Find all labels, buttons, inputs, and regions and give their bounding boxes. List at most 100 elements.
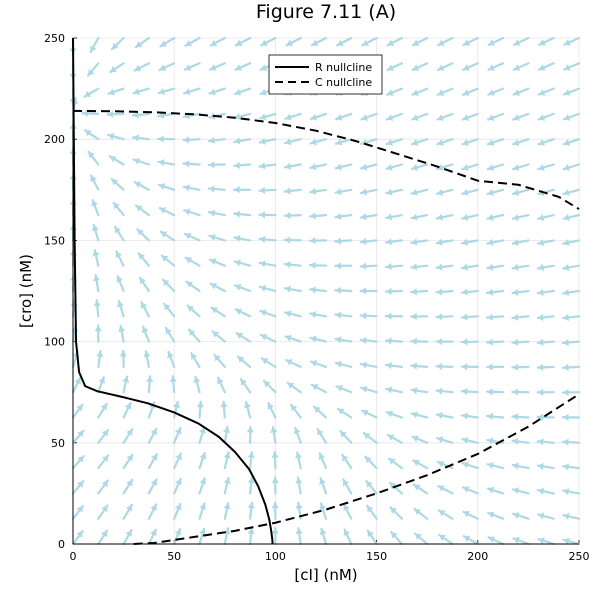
field-arrow-head — [513, 114, 520, 121]
field-arrow-head — [167, 351, 174, 359]
field-arrow-head — [537, 438, 544, 446]
field-arrow-head — [563, 338, 569, 347]
field-arrow-head — [199, 427, 206, 434]
field-arrow-head — [336, 385, 343, 392]
field-arrow-head — [512, 213, 519, 221]
field-arrow-head — [217, 377, 224, 385]
field-arrow-head — [101, 455, 109, 463]
field-arrow-head — [437, 139, 444, 146]
field-arrow-head — [246, 426, 254, 433]
field-arrow-head — [160, 231, 168, 238]
field-arrow-head — [436, 213, 443, 221]
field-arrow-head — [223, 503, 231, 510]
field-arrow-head — [188, 329, 196, 337]
field-arrow-head — [234, 113, 241, 121]
field-arrow-head — [563, 189, 570, 196]
field-arrow-head — [487, 238, 494, 246]
field-arrow-head — [209, 88, 216, 96]
field-arrow-head — [513, 139, 520, 146]
field-arrow-head — [411, 188, 418, 196]
field-arrow-head — [237, 356, 245, 363]
field-arrow-head — [125, 530, 132, 537]
field-arrow-head — [183, 184, 190, 192]
nullcline-curves — [72, 37, 580, 545]
field-arrow-head — [411, 387, 418, 395]
field-arrow-head — [538, 238, 545, 247]
x-tick-label: 200 — [467, 550, 488, 563]
field-arrow-head — [76, 404, 83, 412]
field-arrow-head — [462, 461, 469, 469]
field-arrow-head — [387, 434, 395, 441]
field-arrow-head — [363, 433, 371, 440]
field-arrow-head — [563, 313, 569, 322]
field-arrow-head — [124, 403, 132, 410]
field-arrow-head — [150, 479, 158, 486]
field-arrow-head — [335, 163, 342, 171]
field-arrow-head — [488, 536, 496, 543]
field-arrow-head — [107, 110, 114, 118]
field-arrow-head — [235, 64, 242, 71]
field-arrow-head — [564, 39, 571, 46]
field-arrow-head — [387, 39, 395, 46]
field-arrow-head — [150, 504, 157, 511]
field-arrow-head — [140, 302, 148, 309]
field-arrow-head — [96, 351, 104, 358]
field-arrow-head — [234, 137, 241, 145]
field-arrow-head — [126, 454, 133, 462]
field-arrow-head — [538, 487, 545, 495]
field-arrow-head — [211, 307, 218, 314]
field-arrow-head — [488, 64, 495, 71]
field-arrow-head — [463, 39, 470, 46]
field-arrow-head — [126, 479, 133, 487]
field-arrow-head — [116, 276, 123, 283]
field-arrow-head — [82, 109, 88, 118]
field-arrow-head — [175, 453, 182, 461]
field-arrow-head — [538, 213, 545, 222]
field-arrow-head — [391, 532, 398, 539]
field-arrow-head — [136, 205, 143, 212]
field-arrow-head — [212, 331, 220, 338]
legend-box — [268, 54, 383, 95]
field-arrow-head — [76, 531, 83, 538]
field-arrow-head — [436, 188, 444, 196]
field-arrow-head — [264, 380, 271, 388]
field-arrow-head — [335, 311, 342, 319]
x-tick-label: 100 — [265, 550, 286, 563]
y-tick-label: 200 — [44, 133, 65, 146]
field-arrow-head — [513, 39, 521, 46]
field-arrow-head — [101, 530, 108, 538]
field-arrow-head — [437, 64, 445, 71]
field-arrow-head — [335, 188, 342, 196]
field-arrow-head — [162, 279, 170, 287]
field-arrow-head — [337, 408, 345, 415]
field-arrow-head — [199, 503, 207, 510]
field-arrow-head — [413, 459, 420, 467]
c-nullcline-upper-branch — [72, 109, 580, 210]
field-arrow-head — [88, 151, 95, 159]
field-arrow-head — [414, 508, 422, 516]
field-arrow-head — [310, 261, 316, 269]
field-arrow-head — [234, 186, 240, 194]
field-arrow-head — [487, 437, 494, 445]
field-arrow-head — [135, 41, 143, 48]
field-arrow-head — [461, 263, 468, 271]
field-arrow-head — [311, 384, 319, 391]
field-arrow-head — [112, 42, 119, 50]
field-arrow-head — [187, 305, 195, 312]
field-arrow-head — [436, 338, 443, 346]
field-arrow-head — [415, 533, 422, 540]
field-arrow-head — [462, 139, 469, 146]
field-arrow-head — [487, 213, 494, 221]
field-arrow-head — [513, 89, 521, 96]
field-arrow-head — [165, 327, 172, 335]
field-arrow-head — [284, 162, 291, 170]
field-arrow-head — [243, 402, 251, 409]
field-arrow-head — [247, 502, 255, 509]
field-arrow-head — [98, 377, 106, 384]
field-arrow-head — [411, 263, 418, 271]
field-arrow-head — [284, 236, 291, 244]
field-arrow-head — [111, 179, 119, 186]
x-tick-label: 150 — [366, 550, 387, 563]
field-arrow-head — [538, 537, 545, 545]
field-arrow-head — [437, 89, 445, 96]
